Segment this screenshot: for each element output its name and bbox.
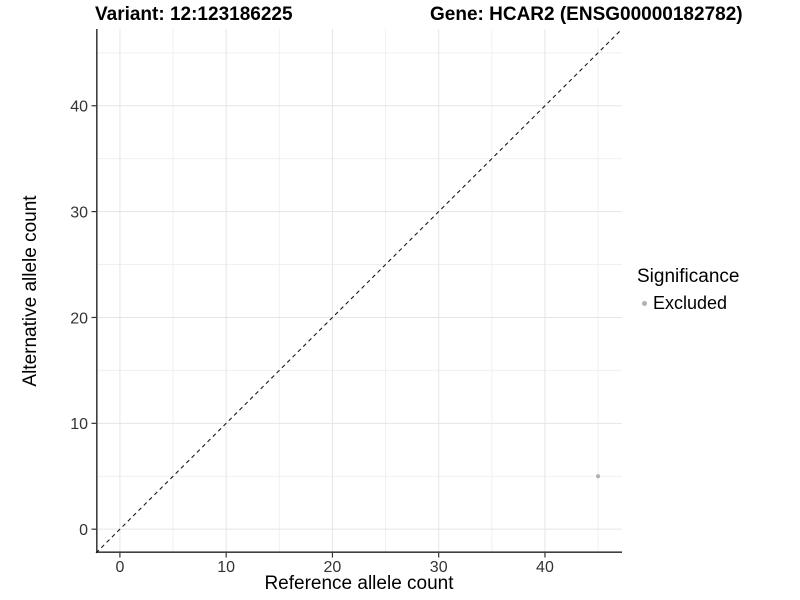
legend-title: Significance — [637, 266, 740, 287]
y-tick-label: 0 — [79, 522, 88, 539]
y-tick-label: 30 — [70, 204, 88, 221]
plot-panel: 0 10 20 30 40 0 10 20 30 40 — [70, 28, 623, 576]
x-tick-label: 0 — [115, 559, 124, 576]
y-tick-label: 40 — [70, 99, 88, 116]
x-axis-label: Reference allele count — [264, 573, 454, 594]
x-tick-label: 30 — [430, 559, 448, 576]
excluded-point-icon — [642, 300, 647, 306]
x-tick-label: 20 — [324, 559, 342, 576]
plot-title-gene: Gene: HCAR2 (ENSG00000182782) — [430, 4, 743, 25]
y-tick-label: 20 — [70, 310, 88, 327]
legend-item-label: Excluded — [653, 292, 728, 313]
identity-line — [95, 28, 623, 554]
y-axis-label: Alternative allele count — [20, 195, 41, 387]
legend: Significance Excluded — [637, 266, 739, 314]
x-tick-label: 10 — [217, 559, 235, 576]
x-tick-label: 40 — [536, 559, 554, 576]
data-point — [595, 474, 601, 479]
y-tick-label: 10 — [70, 416, 88, 433]
plot-title-variant: Variant: 12:123186225 — [95, 4, 293, 25]
legend-item-excluded: Excluded — [637, 292, 739, 314]
